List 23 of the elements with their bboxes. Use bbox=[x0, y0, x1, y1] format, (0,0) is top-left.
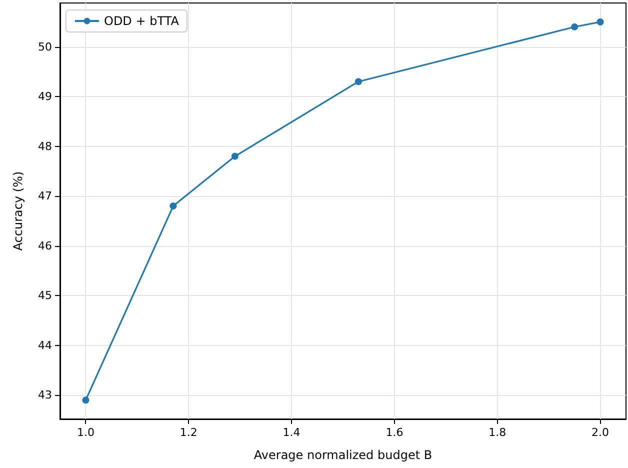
x-tick-label: 1.6 bbox=[386, 426, 404, 439]
x-tick-label: 2.0 bbox=[592, 426, 610, 439]
x-tick-label: 1.0 bbox=[76, 426, 94, 439]
x-tick-label: 1.2 bbox=[180, 426, 198, 439]
point bbox=[231, 152, 238, 160]
y-tick-label: 49 bbox=[38, 90, 52, 104]
x-axis-title: Average normalized budget B bbox=[254, 448, 432, 462]
legend-label: ODD + bTTA bbox=[104, 14, 180, 28]
point bbox=[82, 396, 90, 404]
x-tick-label: 1.8 bbox=[488, 426, 506, 439]
y-tick-label: 47 bbox=[38, 190, 52, 203]
y-tick-label: 44 bbox=[38, 338, 52, 352]
y-axis-title: Accuracy (%) bbox=[11, 171, 25, 251]
y-tick-label: 46 bbox=[38, 239, 52, 252]
y-tick-label: 43 bbox=[38, 388, 52, 402]
y-tick-label: 45 bbox=[38, 289, 52, 302]
y-tick-label: 50 bbox=[38, 40, 52, 54]
point bbox=[170, 202, 177, 210]
point bbox=[354, 78, 362, 86]
y-tick-label: 48 bbox=[38, 140, 52, 153]
x-tick-label: 1.4 bbox=[282, 426, 300, 439]
point bbox=[596, 18, 604, 26]
point bbox=[571, 23, 578, 30]
